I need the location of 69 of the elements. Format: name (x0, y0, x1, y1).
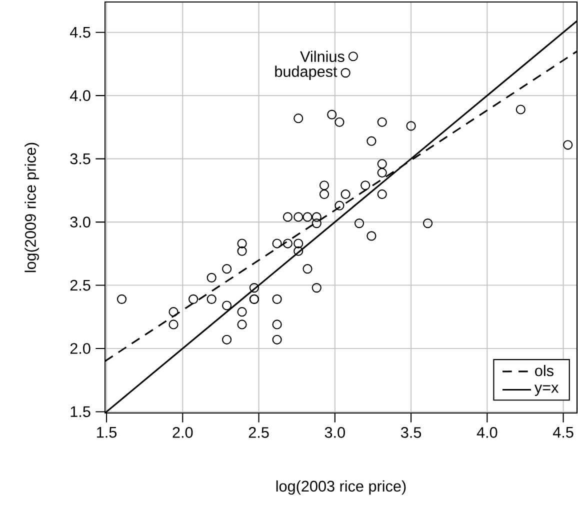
x-tick-label: 2.0 (172, 427, 193, 438)
point (516, 104, 526, 114)
point (302, 264, 312, 274)
point (116, 294, 127, 304)
point (272, 320, 282, 330)
point (282, 238, 293, 248)
x-axis-title: log(2003 rice price) (276, 480, 406, 495)
point (237, 246, 247, 256)
point (377, 168, 387, 178)
point (168, 307, 178, 317)
y-tick-label: 4.0 (70, 90, 90, 102)
point (206, 272, 216, 282)
point (366, 136, 376, 146)
point (360, 180, 370, 190)
point (366, 231, 376, 241)
point (302, 212, 312, 222)
y-tick-label: 2.5 (70, 280, 90, 291)
point (237, 238, 247, 248)
point (334, 200, 344, 210)
x-tick-label: 4.5 (552, 427, 574, 438)
point (377, 117, 387, 127)
point (294, 114, 304, 124)
point (222, 300, 232, 310)
annotation: Vilnius (300, 50, 344, 62)
point (563, 140, 573, 150)
point (249, 283, 260, 293)
point (312, 283, 322, 293)
y-tick-label: 4.5 (70, 27, 90, 38)
point (272, 238, 282, 248)
point (354, 218, 364, 228)
point (272, 334, 282, 344)
point (422, 218, 433, 228)
point (272, 294, 282, 304)
x-tick-label: 4.0 (476, 427, 498, 438)
y-tick-label: 3.5 (70, 153, 90, 164)
point (206, 294, 216, 304)
point (348, 52, 358, 62)
point (294, 238, 304, 248)
x-tick-label: 3.0 (324, 427, 345, 438)
point (237, 320, 247, 330)
y-tick-label: 1.5 (70, 406, 90, 418)
point (312, 218, 322, 228)
point (237, 307, 247, 317)
y-tick-label: 3.0 (70, 216, 90, 228)
point (294, 212, 304, 222)
point (294, 246, 304, 256)
point (334, 117, 344, 127)
legend-label: y=x (534, 384, 559, 396)
point (168, 320, 178, 330)
point (188, 294, 198, 304)
x-tick-label: 3.5 (400, 427, 422, 438)
point (340, 68, 350, 78)
y-tick-label: 2.0 (70, 343, 90, 354)
x-tick-label: 2.5 (248, 427, 269, 438)
point (377, 189, 387, 200)
annotation: budapest (275, 66, 338, 80)
point (312, 212, 322, 222)
point (327, 110, 337, 120)
point (319, 180, 330, 190)
y-axis-title: log(2009 rice price) (24, 142, 39, 272)
legend-label: ols (535, 364, 554, 376)
x-tick-label: 1.5 (97, 427, 117, 438)
point (282, 212, 293, 222)
point (377, 159, 387, 169)
point (340, 189, 350, 200)
point (222, 334, 232, 344)
point (319, 189, 330, 200)
point (222, 264, 232, 274)
point (406, 121, 416, 131)
